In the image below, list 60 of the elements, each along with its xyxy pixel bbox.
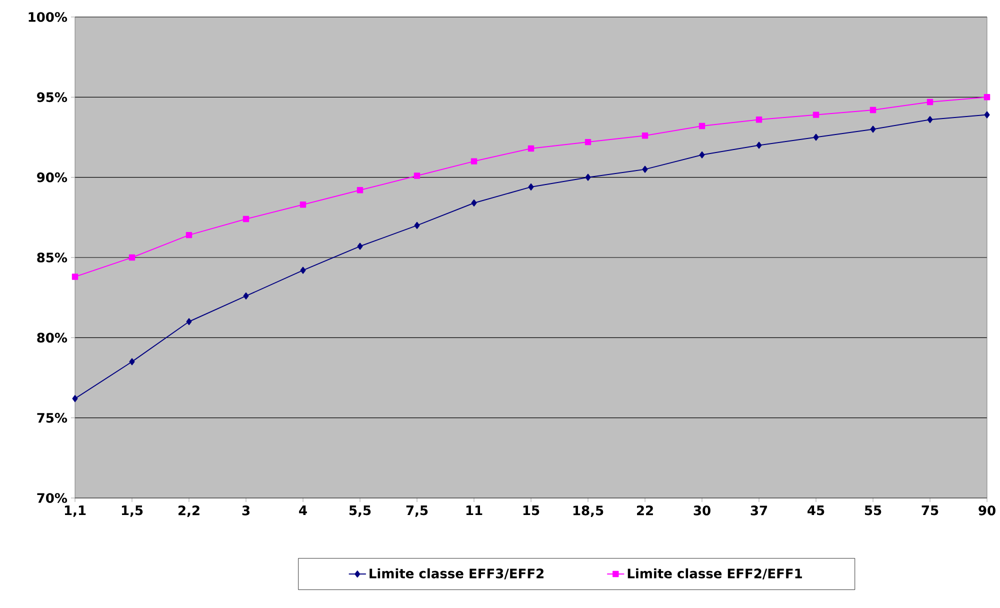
point [870, 106, 876, 114]
legend-label: Limite classe EFF2/EFF1 [628, 568, 802, 580]
point [72, 274, 78, 280]
x-tick-label: 18,5 [573, 506, 604, 518]
x-tick-label: 90 [978, 506, 996, 516]
x-tick-label: 22 [637, 506, 653, 516]
point [72, 395, 78, 402]
y-tick-label: 75% [37, 412, 68, 423]
point [584, 138, 592, 146]
point [699, 151, 705, 158]
point [356, 187, 364, 194]
point [756, 142, 762, 149]
point [300, 201, 306, 208]
point [984, 94, 990, 100]
x-tick-label: 30 [694, 506, 710, 516]
point [926, 98, 934, 106]
point [642, 166, 648, 173]
point [414, 172, 420, 179]
point [129, 358, 135, 366]
point [242, 216, 250, 222]
y-tick-label: 100% [28, 12, 68, 22]
point [870, 126, 876, 133]
x-tick-label: 2,2 [178, 506, 200, 518]
point [698, 122, 706, 130]
x-tick-label: 4 [299, 506, 307, 516]
point [756, 116, 762, 123]
point [984, 111, 990, 118]
point [243, 292, 249, 300]
x-tick-label: 1,1 [64, 506, 86, 517]
point [186, 318, 192, 326]
point [471, 199, 477, 206]
x-tick-label: 3 [242, 506, 250, 516]
x-tick-label: 15 [523, 506, 540, 516]
point [528, 145, 534, 152]
point [927, 116, 933, 124]
x-tick-label: 11 [466, 506, 482, 516]
point [812, 112, 820, 118]
y-tick-label: 85% [37, 252, 68, 262]
point [414, 222, 420, 229]
y-tick-label: 95% [37, 92, 68, 102]
point [585, 174, 591, 181]
point [470, 158, 478, 164]
x-tick-label: 1,5 [122, 506, 143, 517]
point [186, 232, 192, 238]
point [300, 266, 306, 274]
y-tick-label: 70% [37, 493, 68, 503]
point [642, 132, 648, 139]
point [357, 242, 363, 250]
y-tick-label: 80% [37, 332, 68, 343]
point [128, 254, 136, 261]
point [528, 183, 534, 190]
point [813, 134, 819, 141]
x-tick-label: 7,5 [406, 506, 428, 517]
x-tick-label: 45 [808, 506, 824, 516]
x-tick-label: 55 [864, 506, 882, 516]
legend-label: Limite classe EFF3/EFF2 [370, 568, 544, 580]
y-tick-label: 90% [37, 172, 68, 182]
x-tick-label: 5,5 [349, 506, 371, 517]
x-tick-label: 37 [750, 506, 768, 516]
x-tick-label: 75 [922, 506, 938, 516]
